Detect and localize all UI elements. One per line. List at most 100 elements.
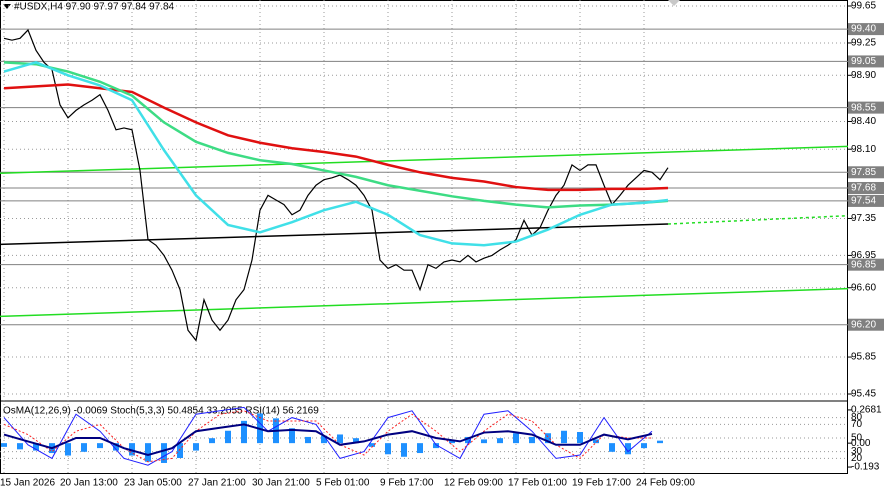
x-tick-label: 23 Jan 05:00	[124, 478, 182, 489]
y-tick-label: 98.40	[851, 116, 876, 127]
trendline	[667, 214, 849, 225]
osma-bar	[161, 443, 167, 463]
y-tick-label: 99.25	[851, 38, 876, 49]
level-label: 99.40	[851, 24, 876, 35]
osma-bar	[577, 431, 583, 444]
y-tick-label: 98.90	[851, 70, 876, 81]
level-label-box	[848, 23, 884, 36]
level-label-box	[848, 258, 884, 271]
osma-bar	[321, 435, 327, 444]
osma-bar	[481, 439, 487, 444]
osma-bar	[337, 434, 343, 444]
x-tick-label: 5 Feb 01:00	[316, 478, 370, 489]
y-tick-label: 70	[851, 419, 863, 430]
osma-bar	[401, 443, 407, 457]
x-tick-label: 19 Feb 17:00	[572, 478, 631, 489]
x-tick-label: 15 Jan 2026	[0, 478, 55, 489]
y-tick-label: 99.65	[851, 1, 876, 12]
osma-bar	[241, 420, 247, 444]
osma-bar	[513, 433, 519, 444]
level-label-box	[848, 166, 884, 179]
osma-bar	[625, 443, 631, 455]
level-label: 97.85	[851, 167, 876, 178]
y-tick-label: 96.95	[851, 250, 876, 261]
level-label-box	[848, 181, 884, 194]
level-label: 98.55	[851, 102, 876, 113]
y-tick-label: 80	[851, 412, 863, 423]
y2-tick-label: -0.193	[851, 462, 880, 473]
osma-bar	[145, 443, 151, 462]
moving-average	[3, 61, 669, 247]
moving-average	[3, 83, 669, 192]
oscillator-line	[3, 406, 653, 466]
osma-bar	[609, 443, 615, 452]
osma-bar	[33, 443, 39, 451]
x-tick-label: 27 Jan 21:00	[188, 478, 246, 489]
osma-bar	[465, 436, 471, 444]
level-label: 96.20	[851, 319, 876, 330]
shift-marker	[668, 0, 680, 6]
osma-bar	[369, 443, 375, 447]
osma-bar	[497, 438, 503, 444]
y-tick-label: 95.45	[851, 389, 876, 400]
y-tick-label: 20	[851, 453, 863, 464]
y2-tick-label: 0.2681	[851, 405, 882, 416]
osma-bar	[97, 443, 103, 449]
symbol-icon	[3, 4, 11, 9]
osma-bar	[1, 443, 7, 447]
y-tick-label: 97.35	[851, 213, 876, 224]
osma-bar	[433, 443, 439, 449]
osma-bar	[17, 443, 23, 450]
x-tick-label: 24 Feb 09:00	[636, 478, 695, 489]
y-tick-label: 95.85	[851, 352, 876, 363]
osma-bar	[545, 433, 551, 444]
osma-bar	[561, 430, 567, 444]
osma-bar	[657, 440, 663, 444]
y-tick-label: 96.60	[851, 282, 876, 293]
osma-bar	[129, 443, 135, 456]
level-label: 97.68	[851, 183, 876, 194]
level-label-box	[848, 318, 884, 331]
level-label-box	[848, 101, 884, 114]
osma-bar	[65, 443, 71, 456]
trendline	[0, 223, 669, 246]
osma-bar	[177, 443, 183, 459]
osma-bar	[449, 440, 455, 444]
price-line	[3, 28, 669, 342]
x-tick-label: 30 Jan 21:00	[252, 478, 310, 489]
osma-bar	[417, 443, 423, 454]
level-label-box	[848, 194, 884, 207]
x-tick-label: 9 Feb 17:00	[380, 478, 434, 489]
y2-tick-label: 0.00	[851, 438, 871, 449]
osma-bar	[193, 443, 199, 451]
osma-bar	[385, 443, 391, 455]
osma-bar	[289, 428, 295, 444]
moving-average	[3, 61, 669, 209]
osma-bar	[81, 443, 87, 452]
y-tick-label: 98.10	[851, 144, 876, 155]
level-label: 99.05	[851, 56, 876, 67]
x-tick-label: 12 Feb 09:00	[444, 478, 503, 489]
level-label: 97.54	[851, 196, 876, 207]
x-tick-label: 17 Feb 01:00	[508, 478, 567, 489]
osma-bar	[641, 443, 647, 449]
trendline	[0, 145, 849, 174]
oscillator-line	[3, 410, 652, 463]
x-tick-label: 20 Jan 13:00	[60, 478, 118, 489]
osma-bar	[529, 436, 535, 444]
level-label: 96.85	[851, 259, 876, 270]
osma-bar	[113, 443, 119, 451]
indicator-title: OsMA(12,26,9) -0.0069 Stoch(5,3,3) 50.48…	[3, 406, 319, 417]
osma-bar	[305, 436, 311, 444]
osma-bar	[209, 438, 215, 444]
oscillator-line	[3, 423, 653, 457]
osma-bar	[353, 438, 359, 444]
chart-title: #USDX,H4 97.90 97.97 97.84 97.84	[14, 2, 175, 13]
trendline	[0, 287, 849, 318]
y-tick-label: 30	[851, 446, 863, 457]
osma-bar	[593, 439, 599, 444]
level-label-box	[848, 55, 884, 68]
osma-bar	[225, 430, 231, 444]
y-tick-label: 50	[851, 433, 863, 444]
